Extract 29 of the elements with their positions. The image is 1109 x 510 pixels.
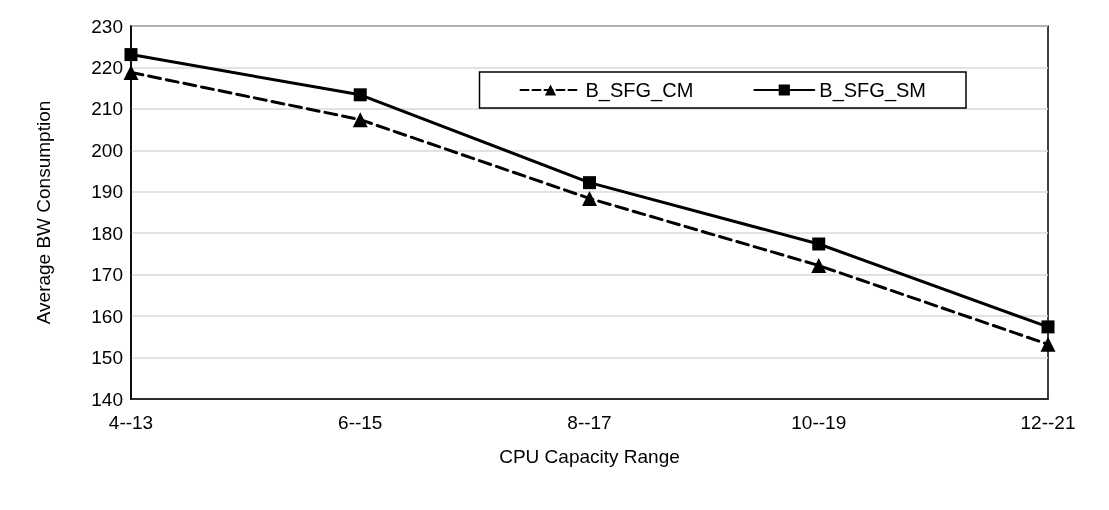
x-tick-label: 8--17 xyxy=(567,412,612,433)
point xyxy=(1041,320,1055,334)
legend-label: B_SFG_CM xyxy=(585,79,694,102)
x-tick-label: 4--13 xyxy=(108,412,154,433)
point xyxy=(583,176,596,190)
x-tick-label: 12--21 xyxy=(1020,412,1076,433)
y-tick-label: 220 xyxy=(91,56,123,78)
point xyxy=(1040,336,1056,352)
x-tick-label: 6--15 xyxy=(338,412,383,433)
y-tick-label: 150 xyxy=(91,347,123,369)
point xyxy=(123,64,139,80)
point xyxy=(352,112,368,128)
x-tick-label: 10--19 xyxy=(791,412,847,433)
y-tick-label: 160 xyxy=(91,305,123,327)
y-tick-label: 170 xyxy=(91,264,123,286)
y-tick-label: 140 xyxy=(91,388,123,410)
y-tick-label: 200 xyxy=(91,139,123,161)
point xyxy=(812,237,826,251)
point xyxy=(811,258,827,274)
point xyxy=(582,190,597,206)
x-axis-title: CPU Capacity Range xyxy=(499,446,680,467)
y-tick-label: 210 xyxy=(91,98,123,120)
legend-label: B_SFG_SM xyxy=(819,79,926,102)
y-tick-label: 230 xyxy=(91,15,123,37)
y-tick-label: 180 xyxy=(91,222,123,244)
y-axis-title: Average BW Consumption xyxy=(33,100,54,325)
point xyxy=(353,88,367,102)
y-tick-label: 190 xyxy=(91,181,123,203)
point xyxy=(124,48,138,62)
